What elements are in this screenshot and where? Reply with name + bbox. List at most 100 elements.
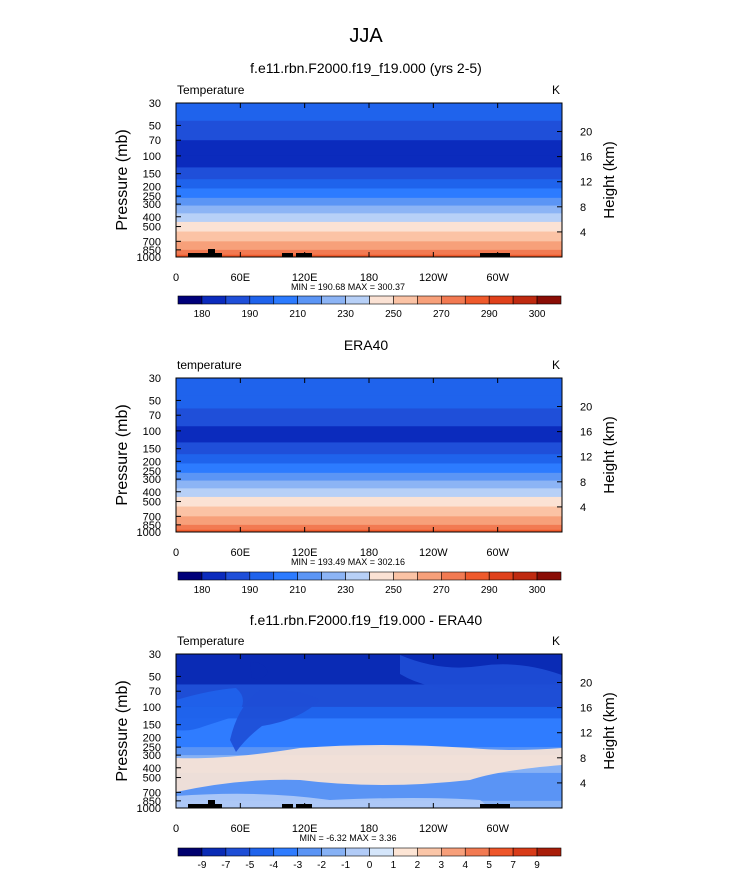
- y-tick-label: 30: [149, 373, 161, 385]
- colorbar-box: [441, 295, 466, 305]
- colorbar-box: [225, 571, 251, 581]
- panel-left-label: Temperature: [177, 83, 245, 97]
- colorbar-box: [369, 295, 394, 305]
- contour-band: [176, 463, 562, 474]
- colorbar-label: 7: [510, 860, 516, 871]
- y-tick-label: 500: [143, 773, 161, 785]
- y-right-tick-label: 20: [580, 402, 592, 414]
- colorbar-box: [369, 571, 394, 581]
- colorbar-box: [345, 295, 370, 305]
- contour-band: [176, 442, 562, 455]
- contour-blob: [176, 793, 490, 808]
- colorbar-box: [249, 847, 275, 857]
- x-tick-label: 60E: [231, 272, 251, 284]
- x-tick-label: 180: [360, 823, 378, 835]
- colorbar-label: -9: [197, 860, 206, 871]
- x-tick-label: 60E: [231, 823, 251, 835]
- y-tick-label: 850: [143, 520, 161, 532]
- y-right-axis-label: Height (km): [601, 141, 618, 219]
- colorbar-box: [273, 847, 298, 857]
- colorbar-label: 190: [241, 585, 258, 596]
- panel-1: f.e11.rbn.F2000.f19_f19.000 (yrs 2-5) Tem…: [114, 60, 618, 320]
- y-tick-label: 150: [143, 169, 161, 181]
- colorbar-box: [417, 571, 442, 581]
- orography-block: [480, 804, 510, 808]
- colorbar-box: [249, 571, 275, 581]
- y-tick-label: 850: [143, 245, 161, 257]
- panel-3: f.e11.rbn.F2000.f19_f19.000 - ERA40 Tempe…: [114, 612, 618, 871]
- y-right-tick-label: 16: [580, 703, 592, 715]
- min-max-label: MIN = -6.32 MAX = 3.36: [299, 833, 396, 843]
- orography-block: [208, 800, 215, 808]
- y-tick-label: 150: [143, 444, 161, 456]
- y-right-tick-label: 20: [580, 127, 592, 139]
- contour-blob: [230, 689, 320, 752]
- colorbar-label: 180: [194, 309, 211, 320]
- colorbar-label: 210: [289, 309, 306, 320]
- orography-block: [208, 249, 215, 257]
- colorbar-box: [177, 571, 203, 581]
- orography-block: [480, 253, 510, 257]
- y-axis-label: Pressure (mb): [114, 129, 131, 230]
- panels-group: f.e11.rbn.F2000.f19_f19.000 (yrs 2-5) Tem…: [114, 60, 618, 871]
- colorbar-box: [536, 295, 562, 305]
- colorbar-box: [536, 847, 562, 857]
- y-tick-label: 150: [143, 720, 161, 732]
- colorbar-box: [321, 295, 346, 305]
- y-tick-label: 1000: [137, 803, 161, 815]
- colorbar-label: 230: [337, 309, 354, 320]
- contour-band: [176, 454, 562, 464]
- x-tick-label: 120E: [292, 272, 318, 284]
- colorbar-label: -1: [341, 860, 350, 871]
- contour-blob: [250, 662, 268, 680]
- colorbar: 180 190 210 230 250 270 290 300: [177, 571, 562, 596]
- contour-band: [176, 197, 562, 207]
- colorbar-label: -2: [317, 860, 326, 871]
- contour-band: [176, 395, 562, 409]
- contour-band: [176, 480, 562, 489]
- x-tick-label: 120E: [292, 823, 318, 835]
- y-right-tick-label: 8: [580, 477, 586, 489]
- y-tick-label: 300: [143, 750, 161, 762]
- y-tick-label: 200: [143, 732, 161, 744]
- contour-band: [176, 120, 562, 141]
- colorbar-box: [273, 571, 298, 581]
- y-tick-label: 100: [143, 702, 161, 714]
- colorbar-label: 250: [385, 309, 402, 320]
- panel-title: ERA40: [344, 337, 389, 353]
- colorbar-box: [201, 847, 227, 857]
- colorbar-label: 300: [529, 309, 546, 320]
- y-right-tick-label: 12: [580, 728, 592, 740]
- colorbar-box: [273, 295, 298, 305]
- x-tick-label: 120W: [419, 823, 448, 835]
- colorbar-label: 270: [433, 309, 450, 320]
- colorbar-label: 4: [462, 860, 468, 871]
- colorbar-label: 1: [391, 860, 397, 871]
- contour-band: [176, 241, 562, 251]
- y-right-axis-label: Height (km): [601, 416, 618, 494]
- colorbar-label: 300: [529, 585, 546, 596]
- colorbar-box: [177, 847, 203, 857]
- colorbar-box: [297, 295, 322, 305]
- y-tick-label: 700: [143, 511, 161, 523]
- colorbar-box: [417, 295, 442, 305]
- x-tick-label: 60W: [486, 823, 509, 835]
- contour-band: [176, 213, 562, 223]
- contour-blob: [176, 688, 243, 731]
- x-tick-label: 120E: [292, 547, 318, 559]
- y-tick-label: 70: [149, 410, 161, 422]
- x-tick-label: 0: [173, 272, 179, 284]
- y-tick-label: 250: [143, 742, 161, 754]
- x-tick-label: 0: [173, 547, 179, 559]
- colorbar-label: -3: [293, 860, 302, 871]
- colorbar-label: 9: [534, 860, 540, 871]
- panel-units: K: [552, 83, 560, 97]
- orography-block: [215, 804, 222, 808]
- y-right-tick-label: 4: [580, 227, 586, 239]
- colorbar-box: [488, 847, 514, 857]
- orography-block: [296, 253, 312, 257]
- y-tick-label: 50: [149, 395, 161, 407]
- contour-band: [176, 426, 562, 443]
- min-max-label: MIN = 193.49 MAX = 302.16: [291, 557, 405, 567]
- contour-band: [176, 221, 562, 233]
